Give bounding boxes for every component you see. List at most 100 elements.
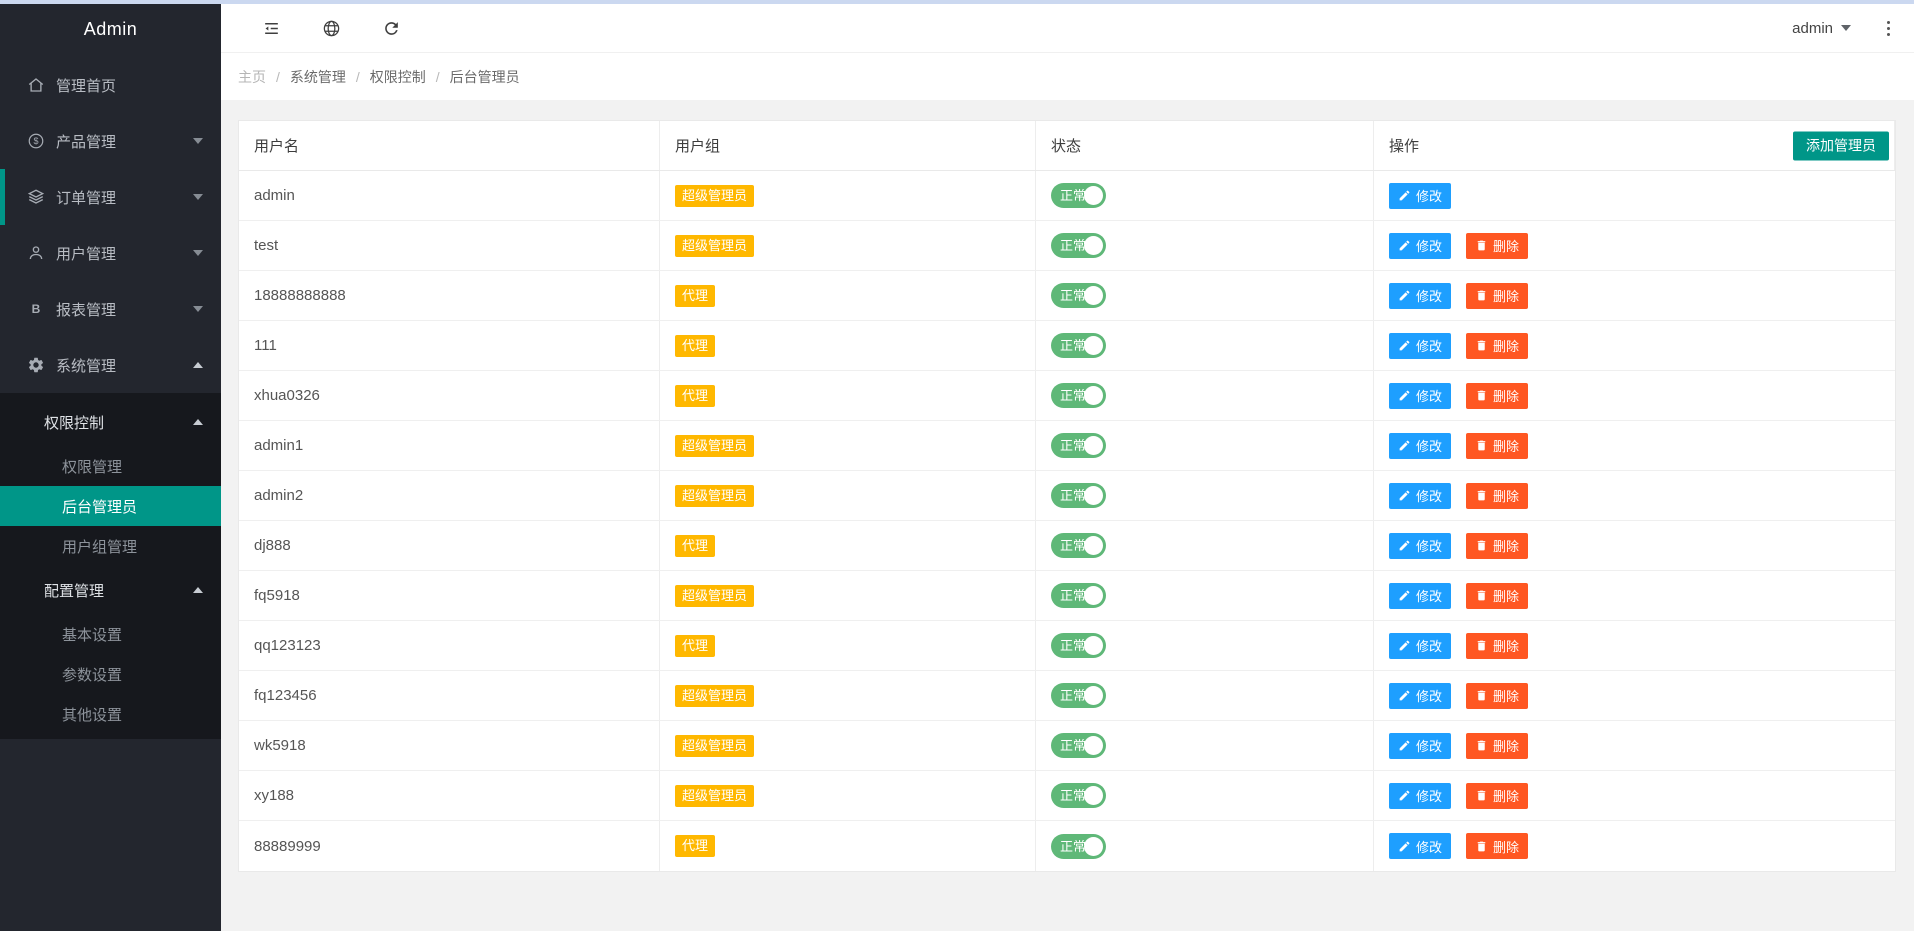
chevron-up-icon	[193, 587, 203, 593]
sidebar-item-system[interactable]: 系统管理	[0, 337, 221, 393]
kebab-menu-icon[interactable]	[1881, 17, 1896, 40]
status-toggle[interactable]: 正常	[1051, 733, 1106, 758]
delete-button[interactable]: 删除	[1466, 482, 1529, 509]
edit-button[interactable]: 修改	[1389, 632, 1452, 659]
edit-button[interactable]: 修改	[1389, 532, 1452, 559]
sidebar-nav: 管理首页 $ 产品管理 订单管理 用户管理 B 报表管理 系统管理权限控制 权限管理 后台管理员用…	[0, 57, 221, 739]
delete-button[interactable]: 删除	[1466, 432, 1529, 459]
edit-button[interactable]: 修改	[1389, 232, 1452, 259]
table-row: dj888 代理 正常 修改 删除	[239, 521, 1895, 571]
add-admin-button[interactable]: 添加管理员	[1793, 131, 1889, 160]
edit-button[interactable]: 修改	[1389, 382, 1452, 409]
status-label: 正常	[1060, 388, 1087, 403]
sidebar-item-config-manage[interactable]: 配置管理	[0, 566, 221, 614]
chevron-up-icon	[193, 362, 203, 368]
sidebar-item-label: 其他设置	[62, 706, 123, 724]
status-toggle[interactable]: 正常	[1051, 383, 1106, 408]
status-toggle[interactable]: 正常	[1051, 333, 1106, 358]
status-toggle[interactable]: 正常	[1051, 233, 1106, 258]
sidebar-item-backend-admins[interactable]: 后台管理员	[0, 486, 221, 526]
breadcrumb-item-0[interactable]: 主页	[238, 68, 266, 85]
edit-button[interactable]: 修改	[1389, 682, 1452, 709]
table-row: fq123456 超级管理员 正常 修改 删除	[239, 671, 1895, 721]
delete-button[interactable]: 删除	[1466, 532, 1529, 559]
trash-icon	[1475, 639, 1488, 652]
table-row: fq5918 超级管理员 正常 修改 删除	[239, 571, 1895, 621]
trash-icon	[1475, 689, 1488, 702]
pencil-icon	[1398, 339, 1411, 352]
svg-text:B: B	[31, 302, 40, 316]
table-row: admin1 超级管理员 正常 修改 删除	[239, 421, 1895, 471]
delete-button[interactable]: 删除	[1466, 833, 1529, 859]
breadcrumb-item-2: 权限控制	[369, 68, 426, 85]
status-toggle[interactable]: 正常	[1051, 183, 1106, 208]
pencil-icon	[1398, 239, 1411, 252]
status-label: 正常	[1060, 488, 1087, 503]
sidebar-item-orders[interactable]: 订单管理	[0, 169, 221, 225]
sidebar-item-user-group-manage[interactable]: 用户组管理	[0, 526, 221, 566]
edit-button[interactable]: 修改	[1389, 332, 1452, 359]
globe-icon[interactable]	[321, 18, 341, 38]
edit-button[interactable]: 修改	[1389, 833, 1452, 859]
sidebar-item-reports[interactable]: B 报表管理	[0, 281, 221, 337]
pencil-icon	[1398, 289, 1411, 302]
toggle-knob	[1084, 336, 1103, 355]
edit-button[interactable]: 修改	[1389, 482, 1452, 509]
delete-button[interactable]: 删除	[1466, 682, 1529, 709]
delete-button[interactable]: 删除	[1466, 632, 1529, 659]
delete-button[interactable]: 删除	[1466, 332, 1529, 359]
delete-button[interactable]: 删除	[1466, 582, 1529, 609]
edit-button[interactable]: 修改	[1389, 732, 1452, 759]
status-toggle[interactable]: 正常	[1051, 483, 1106, 508]
sidebar-item-home[interactable]: 管理首页	[0, 57, 221, 113]
status-toggle[interactable]: 正常	[1051, 283, 1106, 308]
user-group-badge: 超级管理员	[675, 584, 755, 607]
status-label: 正常	[1060, 588, 1087, 603]
sidebar-item-other-settings[interactable]: 其他设置	[0, 694, 221, 734]
edit-button[interactable]: 修改	[1389, 782, 1452, 809]
status-label: 正常	[1060, 688, 1087, 703]
table-row: xhua0326 代理 正常 修改 删除	[239, 371, 1895, 421]
status-toggle[interactable]: 正常	[1051, 683, 1106, 708]
trash-icon	[1475, 489, 1488, 502]
delete-button[interactable]: 删除	[1466, 732, 1529, 759]
status-toggle[interactable]: 正常	[1051, 783, 1106, 808]
delete-button[interactable]: 删除	[1466, 282, 1529, 309]
sidebar-item-users[interactable]: 用户管理	[0, 225, 221, 281]
edit-button[interactable]: 修改	[1389, 432, 1452, 459]
table-row: admin 超级管理员 正常 修改	[239, 171, 1895, 221]
user-dropdown[interactable]: admin	[1792, 20, 1851, 37]
edit-button[interactable]: 修改	[1389, 282, 1452, 309]
status-toggle[interactable]: 正常	[1051, 533, 1106, 558]
top-scroll-strip	[0, 0, 1914, 4]
delete-button[interactable]: 删除	[1466, 782, 1529, 809]
refresh-icon[interactable]	[381, 18, 401, 38]
breadcrumb-separator: /	[276, 68, 280, 85]
menu-fold-icon[interactable]	[261, 18, 281, 38]
user-group-badge: 代理	[675, 384, 716, 407]
breadcrumb-separator: /	[435, 68, 440, 85]
username-cell: test	[254, 237, 279, 254]
delete-button[interactable]: 删除	[1466, 382, 1529, 409]
chevron-down-icon	[1841, 25, 1851, 31]
user-group-badge: 超级管理员	[675, 234, 755, 257]
status-toggle[interactable]: 正常	[1051, 433, 1106, 458]
sidebar-item-permission-control[interactable]: 权限控制	[0, 398, 221, 446]
pencil-icon	[1398, 689, 1411, 702]
sidebar-item-products[interactable]: $ 产品管理	[0, 113, 221, 169]
trash-icon	[1475, 289, 1488, 302]
delete-button[interactable]: 删除	[1466, 232, 1529, 259]
status-label: 正常	[1060, 338, 1087, 353]
status-toggle[interactable]: 正常	[1051, 633, 1106, 658]
sidebar-item-param-settings[interactable]: 参数设置	[0, 654, 221, 694]
status-toggle[interactable]: 正常	[1051, 583, 1106, 608]
table-row: xy188 超级管理员 正常 修改 删除	[239, 771, 1895, 821]
status-toggle[interactable]: 正常	[1051, 833, 1106, 859]
home-icon	[26, 76, 45, 95]
edit-button[interactable]: 修改	[1389, 182, 1452, 209]
sidebar-item-basic-settings[interactable]: 基本设置	[0, 614, 221, 654]
username-cell: admin2	[254, 487, 304, 504]
edit-button[interactable]: 修改	[1389, 582, 1452, 609]
sidebar-item-permission-manage[interactable]: 权限管理	[0, 446, 221, 486]
column-header-usergroup: 用户组	[660, 121, 1036, 170]
